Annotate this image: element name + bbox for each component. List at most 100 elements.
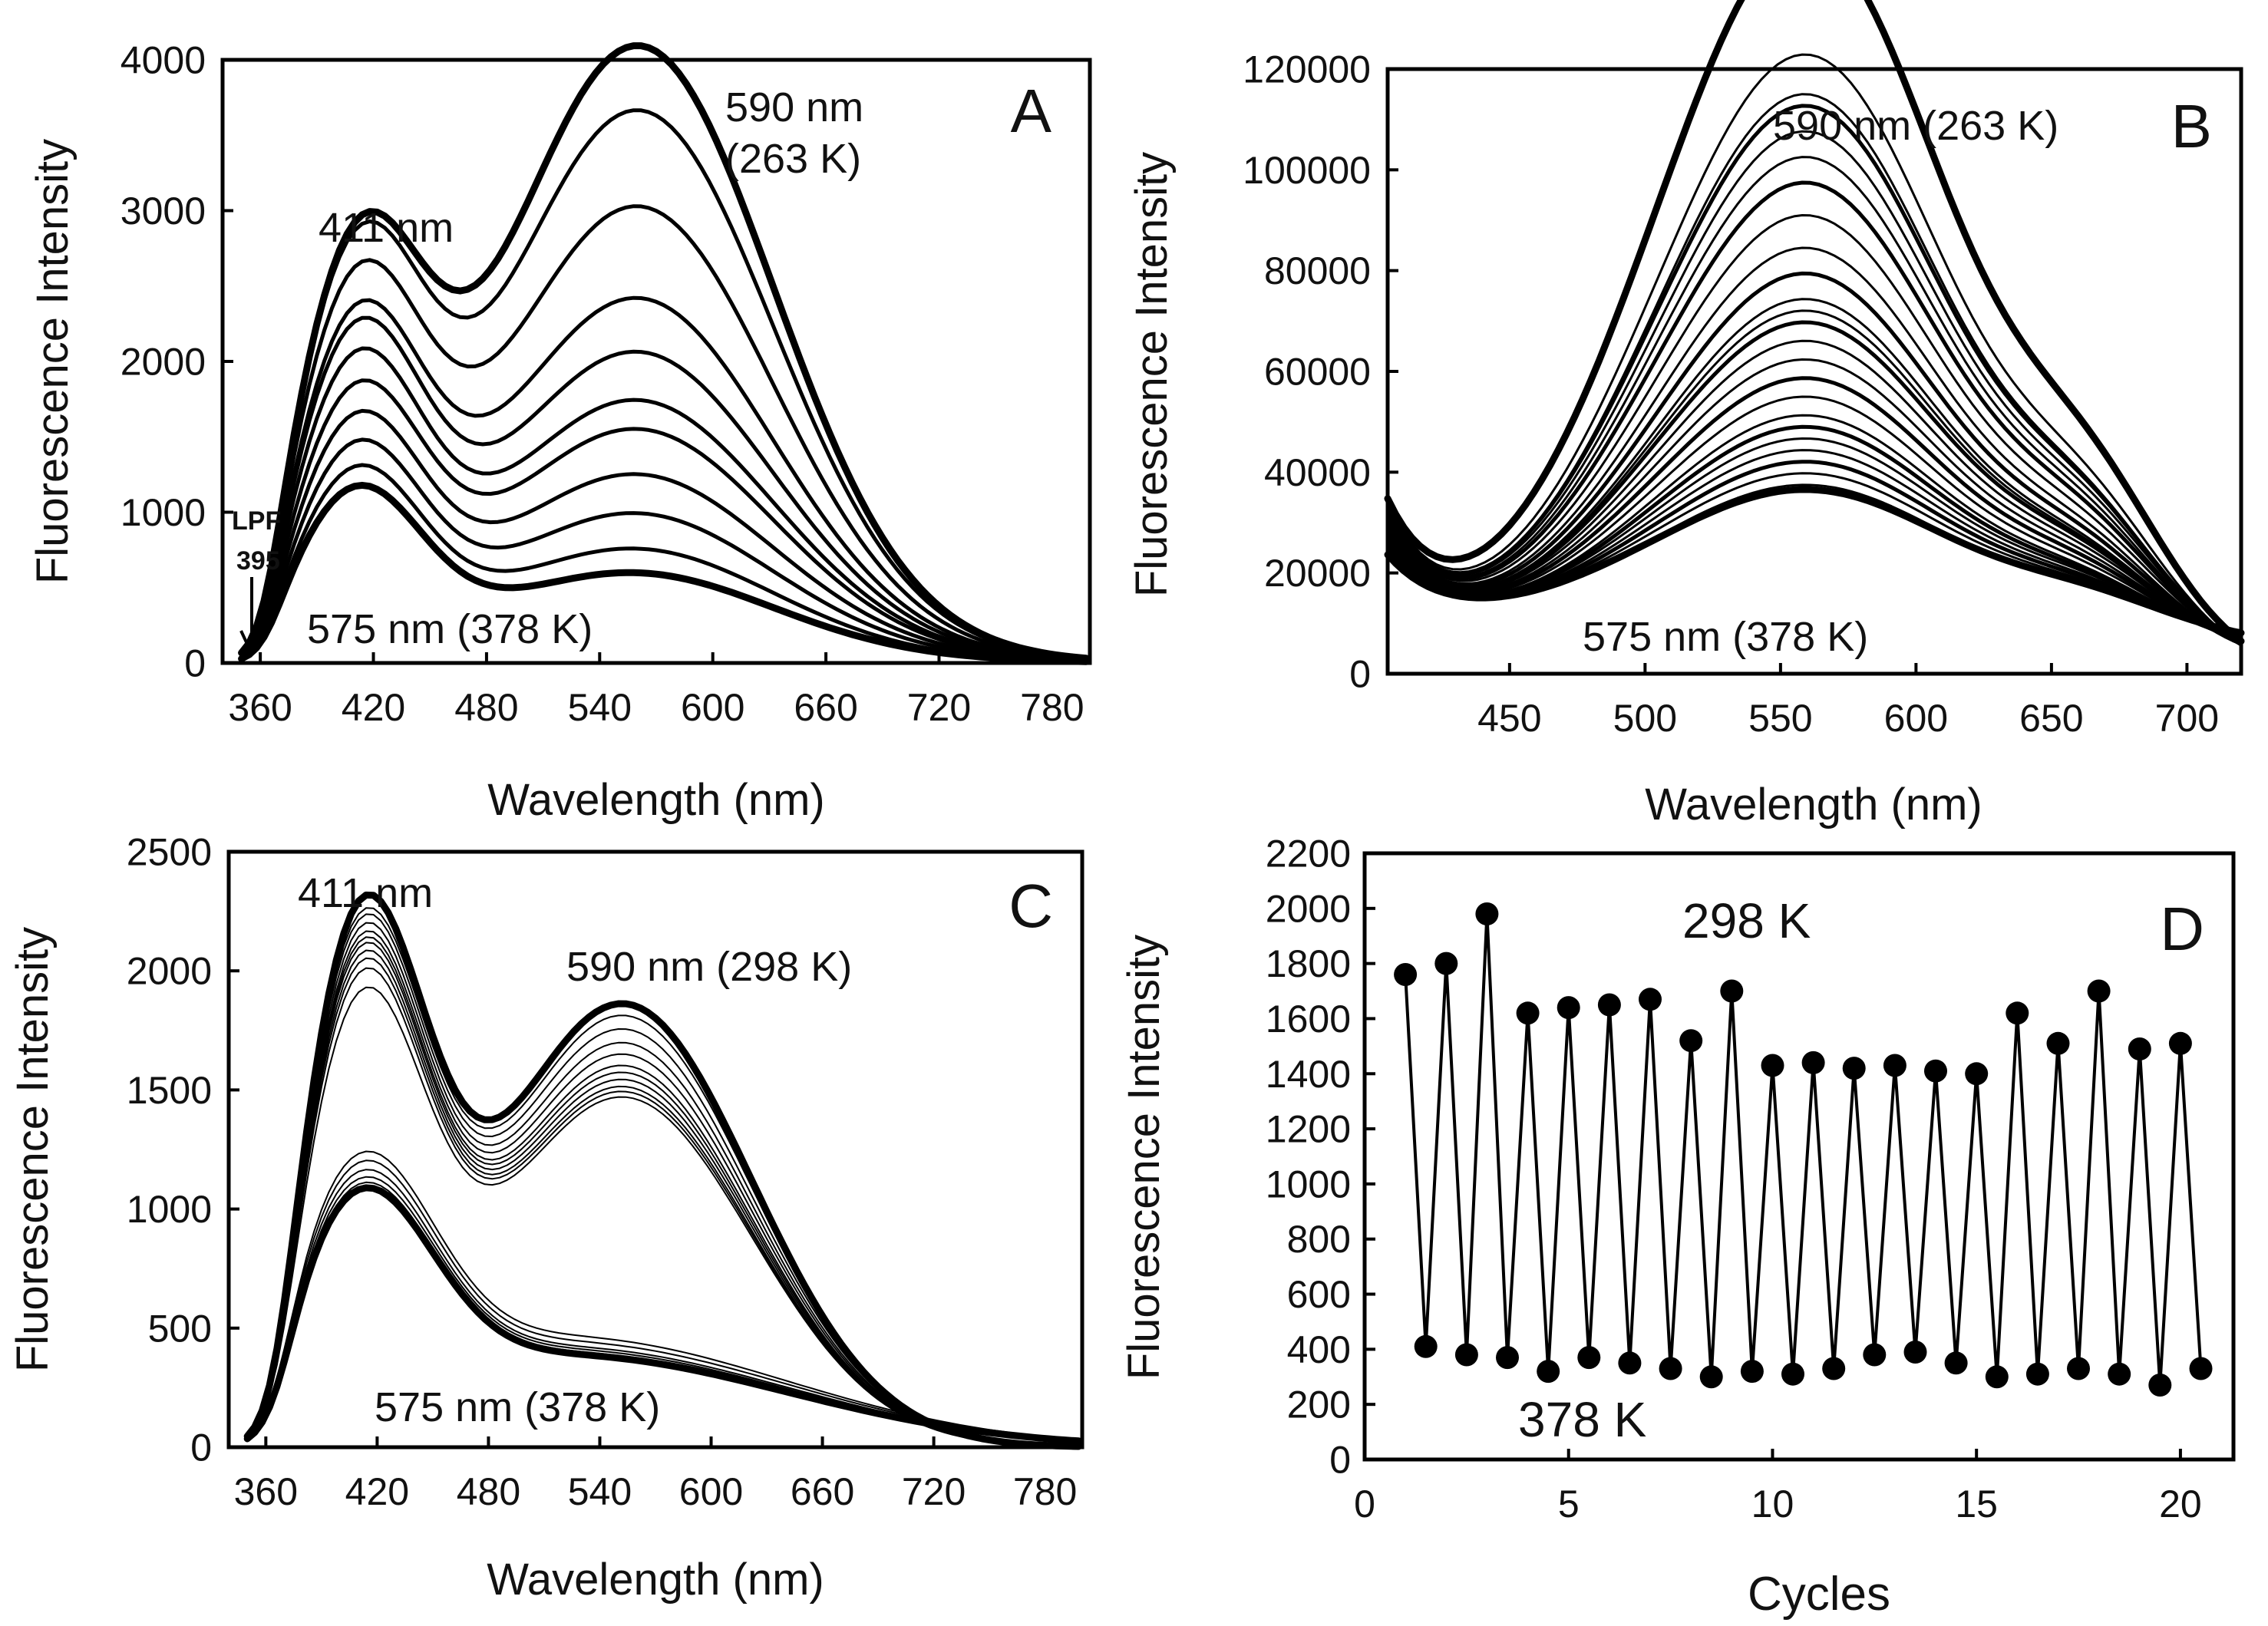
panel-b-series-line	[1386, 437, 2243, 639]
y-tick-label: 400	[1287, 1328, 1351, 1371]
y-tick-label: 800	[1287, 1218, 1351, 1261]
panel-b-series-line	[1385, 320, 2243, 644]
x-tick-label: 420	[345, 1470, 409, 1513]
panel-a-series-line	[239, 204, 1088, 661]
panel-a-filter-arrowhead	[239, 630, 264, 658]
panel-b-series-line	[1385, 271, 2243, 646]
x-tick-label: 660	[794, 686, 857, 729]
panel-d-curves	[1394, 902, 2213, 1397]
y-tick-label: 200	[1287, 1384, 1351, 1426]
x-tick-label: 650	[2019, 697, 2083, 740]
panel-c-298k-line	[246, 957, 1080, 1448]
panel-a-series-line	[239, 378, 1088, 663]
panel-c-frame	[226, 849, 1084, 1450]
panel-a-y-ticks: 0 1000 2000 3000 4000	[120, 39, 233, 685]
panel-d-data-point	[1781, 1362, 1804, 1386]
y-tick-label: 2000	[120, 341, 206, 384]
y-tick-label: 4000	[120, 39, 206, 82]
panel-b-series-line	[1386, 156, 2243, 645]
panel-d-data-point	[1577, 1346, 1601, 1370]
panel-c-378k-line	[246, 1176, 1080, 1442]
panel-a-bottom-label: 575 nm (378 K)	[307, 606, 593, 652]
x-tick-label: 780	[1020, 686, 1084, 729]
panel-b-series-line	[1386, 395, 2243, 641]
x-tick-label: 540	[568, 1470, 632, 1513]
panel-a-series-line	[239, 346, 1088, 662]
panel-c-top-label: 590 nm (298 K)	[566, 944, 852, 990]
x-tick-label: 360	[228, 686, 292, 729]
y-tick-label: 40000	[1264, 451, 1371, 494]
panel-b-y-ticks: 0 20000 40000 60000 80000 100000 120000	[1243, 48, 1398, 696]
panel-b-series-line	[1386, 246, 2243, 645]
y-tick-label: 100000	[1243, 149, 1371, 192]
y-tick-label: 1000	[120, 491, 206, 534]
panel-d-data-point	[1822, 1357, 1846, 1380]
panel-b-bottom-label: 575 nm (378 K)	[1583, 614, 1868, 660]
x-tick-label: 660	[791, 1470, 854, 1513]
panel-d-data-point	[1883, 1054, 1907, 1077]
y-tick-label: 0	[190, 1426, 212, 1469]
y-tick-label: 1000	[1266, 1163, 1351, 1205]
x-tick-label: 0	[1354, 1483, 1375, 1525]
panel-d-frame	[1362, 851, 2236, 1462]
y-tick-label: 0	[1349, 653, 1371, 696]
panel-a-filter-label-line1: LPF	[232, 506, 281, 536]
x-tick-label: 5	[1558, 1483, 1580, 1525]
y-tick-label: 120000	[1243, 48, 1371, 91]
panel-d-data-point	[1740, 1360, 1764, 1384]
panel-d-data-point	[1863, 1343, 1887, 1367]
panel-d-data-point	[1720, 979, 1744, 1003]
panel-c-bottom-label: 575 nm (378 K)	[375, 1384, 660, 1430]
panel-b-curves	[1384, 0, 2245, 647]
x-tick-label: 540	[568, 686, 632, 729]
panel-d-cycle-line	[1404, 912, 2203, 1387]
panel-c-298k-line	[246, 986, 1080, 1448]
panel-d-data-point	[1679, 1029, 1703, 1053]
x-tick-label: 20	[2159, 1483, 2202, 1525]
panel-b-y-label: Fluorescence Intensity	[1127, 152, 1177, 597]
panel-a-series-line	[239, 108, 1088, 661]
panel-d-data-point	[2168, 1031, 2192, 1055]
panel-d-data-point	[2046, 1031, 2070, 1055]
panel-c-x-ticks: 360 420 480 540 600 660 720 780	[234, 1436, 1077, 1513]
x-tick-label: 780	[1013, 1470, 1077, 1513]
panel-d-data-point	[1414, 1334, 1438, 1358]
panel-b-series-line	[1386, 339, 2243, 643]
y-tick-label: 0	[184, 642, 206, 685]
panel-c-378k-line	[246, 1181, 1080, 1442]
y-tick-label: 3000	[120, 190, 206, 233]
x-tick-label: 600	[679, 1470, 743, 1513]
panel-d-high-label: 298 K	[1682, 893, 1811, 948]
panel-d-data-point	[1699, 1365, 1723, 1389]
panel-d-data-point	[1842, 1057, 1866, 1080]
y-tick-label: 600	[1287, 1273, 1351, 1316]
panel-d-data-point	[1944, 1351, 1968, 1375]
panel-a-peak-label: 411 nm	[319, 205, 454, 251]
panel-d-data-point	[2108, 1362, 2131, 1386]
panel-d-data-point	[1985, 1365, 2009, 1389]
panel-d-data-point	[1516, 1001, 1540, 1025]
x-tick-label: 550	[1748, 697, 1812, 740]
panel-c-peak-label: 411 nm	[298, 870, 433, 916]
panel-b-x-label: Wavelength (nm)	[1645, 780, 1982, 829]
x-tick-label: 15	[1955, 1483, 1998, 1525]
panel-d-data-point	[1618, 1351, 1642, 1375]
y-tick-label: 2000	[1266, 887, 1351, 930]
y-tick-label: 2200	[1266, 833, 1351, 876]
panel-a-series-line	[239, 408, 1088, 663]
panel-d-data-point	[1659, 1357, 1682, 1380]
panel-c-298k-line	[246, 936, 1080, 1448]
panel-d-y-ticks: 0 200 400 600 800 1000 1200 1400 1600 1800 2000 220…	[1266, 833, 1375, 1482]
x-tick-label: 450	[1477, 697, 1541, 740]
panel-d-data-point	[1454, 1343, 1478, 1367]
panel-b-series-line	[1384, 486, 2245, 637]
panel-d-data-point	[2148, 1374, 2172, 1397]
y-tick-label: 1200	[1266, 1108, 1351, 1151]
x-tick-label: 10	[1751, 1483, 1794, 1525]
panel-c-298k-line	[246, 942, 1080, 1448]
panel-a-series-line	[239, 315, 1088, 662]
panel-a-x-label: Wavelength (nm)	[487, 775, 824, 825]
panel-d-data-point	[2189, 1357, 2213, 1380]
panel-b-series-line	[1386, 358, 2243, 642]
y-tick-label: 2000	[127, 950, 212, 993]
